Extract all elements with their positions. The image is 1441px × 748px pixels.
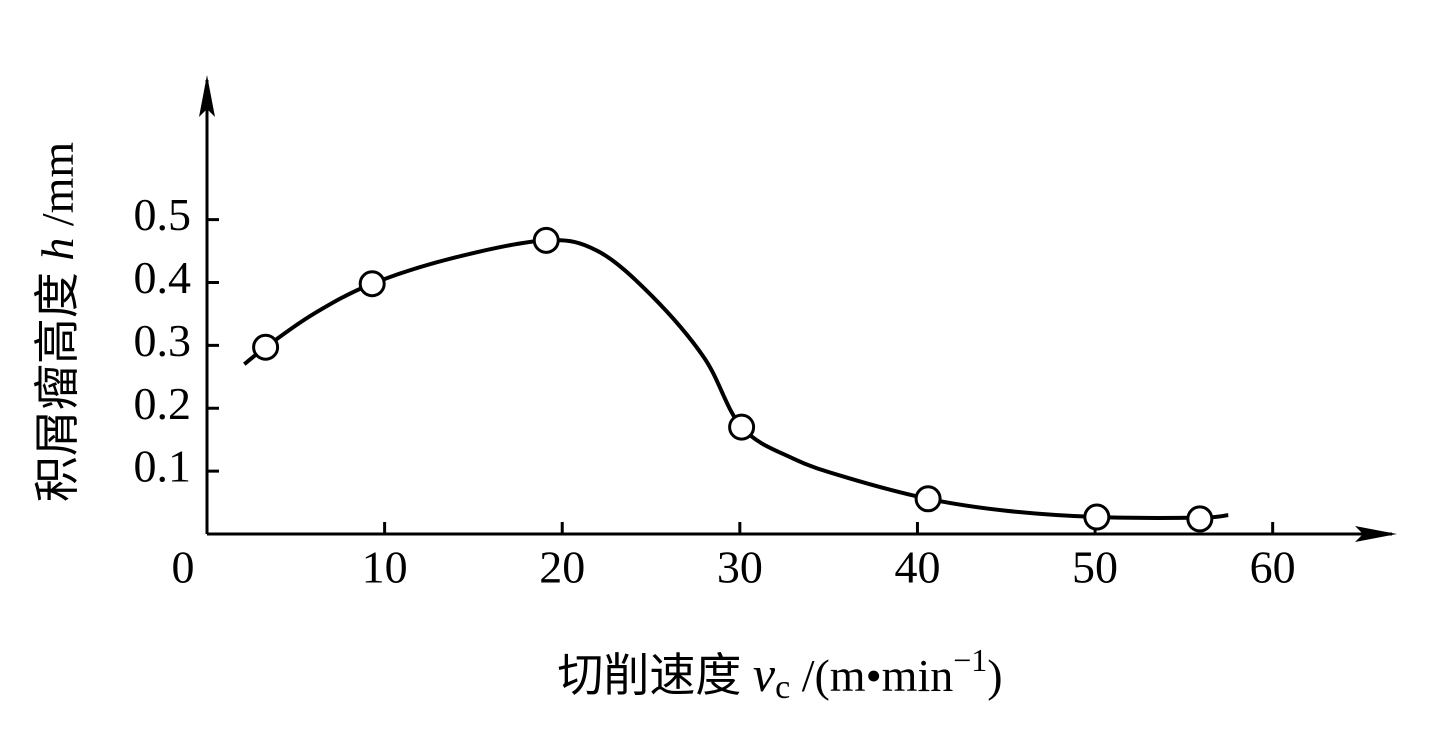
y-label-text: 积屑瘤高度 — [32, 272, 83, 502]
x-axis-label: 切削速度 vc /(m•min−1) — [557, 642, 1002, 710]
x-tick-label: 0 — [172, 542, 195, 593]
y-label-symbol: h — [32, 238, 83, 261]
x-tick-label: 50 — [1072, 542, 1118, 593]
y-tick-label: 0.3 — [134, 315, 192, 366]
data-point — [252, 333, 280, 361]
x-label-subscript: c — [775, 669, 790, 706]
y-label-unit: /mm — [32, 142, 83, 227]
x-tick-label: 10 — [362, 542, 408, 593]
x-tick-label: 60 — [1250, 542, 1296, 593]
x-tick-label: 30 — [717, 542, 763, 593]
data-point — [914, 485, 942, 513]
x-label-unit-end: ) — [987, 650, 1002, 701]
data-point — [1083, 503, 1111, 531]
x-label-unit: /(m•min — [802, 650, 954, 701]
x-axis-arrow — [1355, 526, 1397, 542]
fit-curve — [243, 238, 1229, 520]
data-point — [728, 413, 756, 441]
x-label-text: 切削速度 — [557, 650, 741, 701]
data-point — [532, 226, 560, 254]
y-tick-label: 0.5 — [134, 189, 192, 240]
y-tick-label: 0.1 — [134, 441, 192, 492]
y-tick-label: 0.4 — [134, 252, 192, 303]
x-tick-label: 40 — [894, 542, 940, 593]
y-axis-label: 积屑瘤高度 h /mm — [32, 142, 83, 503]
data-point — [358, 270, 386, 298]
x-label-symbol: v — [753, 646, 776, 702]
data-point — [1186, 505, 1214, 533]
y-tick-label: 0.2 — [134, 378, 192, 429]
x-tick-label: 20 — [539, 542, 585, 593]
y-axis-arrow — [199, 75, 215, 117]
x-label-exponent: −1 — [953, 642, 987, 678]
